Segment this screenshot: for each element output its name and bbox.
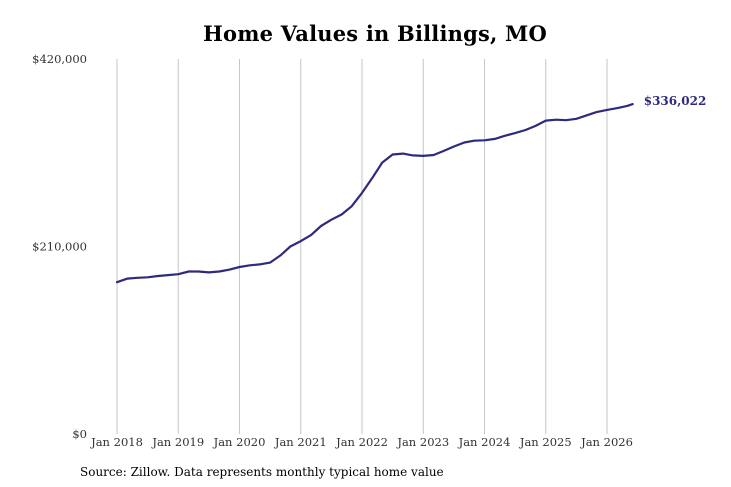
end-value-label: $336,022 — [644, 94, 707, 108]
x-tick-label: Jan 2021 — [274, 435, 327, 449]
x-tick-label: Jan 2019 — [151, 435, 204, 449]
gridlines — [116, 59, 608, 434]
x-tick-label: Jan 2025 — [519, 435, 572, 449]
x-tick-label: Jan 2024 — [458, 435, 511, 449]
x-axis-ticks: Jan 2018 Jan 2019 Jan 2020 Jan 2021 Jan 2022… — [90, 435, 633, 449]
y-tick-label: $420,000 — [32, 52, 87, 66]
x-tick-label: Jan 2023 — [396, 435, 449, 449]
y-tick-label: $0 — [72, 427, 87, 441]
chart-title: Home Values in Billings, MO — [202, 21, 547, 46]
source-note: Source: Zillow. Data represents monthly … — [80, 465, 444, 479]
x-tick-label: Jan 2020 — [213, 435, 266, 449]
x-tick-label: Jan 2022 — [335, 435, 388, 449]
y-tick-label: $210,000 — [32, 240, 87, 254]
x-tick-label: Jan 2018 — [90, 435, 143, 449]
x-tick-label: Jan 2026 — [580, 435, 633, 449]
y-axis-ticks: $420,000 $210,000 $0 — [32, 52, 87, 441]
home-value-line — [115, 103, 634, 284]
